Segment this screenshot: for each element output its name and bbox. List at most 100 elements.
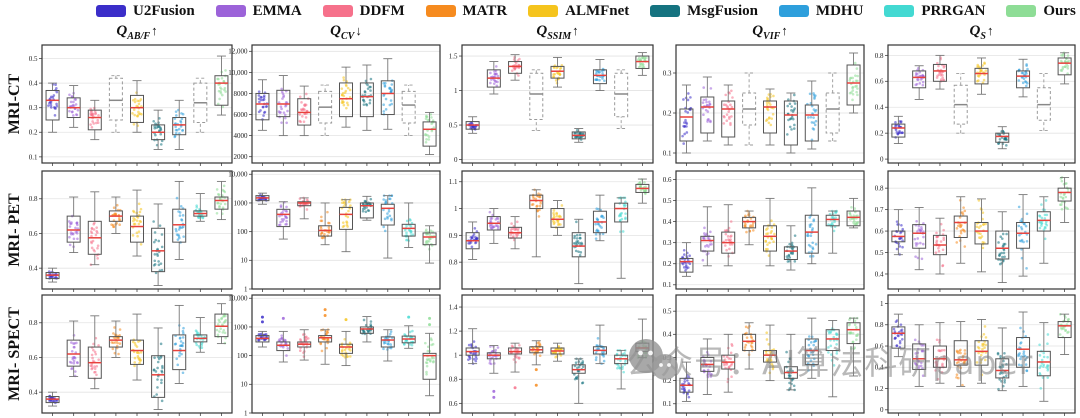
column-title-qvif: QVIF↑	[752, 23, 788, 42]
y-tick-label: 0.6	[875, 342, 884, 350]
y-tick-label: 0.6	[29, 230, 38, 238]
legend-label: MsgFusion	[687, 2, 759, 19]
y-tick-label: 1000	[234, 323, 249, 331]
legend-item-almfnet: ALMFnet	[528, 3, 629, 20]
y-tick-label: 0.1	[663, 149, 672, 157]
y-tick-label: 0.3	[663, 69, 672, 77]
legend-item-msgfusion: MsgFusion	[650, 3, 758, 20]
y-tick-label: 0.4	[663, 331, 672, 339]
legend-item-u2fusion: U2Fusion	[96, 3, 195, 20]
metric-direction-arrow: ↑	[151, 23, 158, 38]
y-tick-label: 0.5	[663, 308, 672, 316]
legend-swatch-msgfusion	[650, 5, 681, 17]
y-tick-label: 10	[241, 257, 249, 265]
y-tick-label: 8000	[234, 90, 249, 98]
y-tick-label: 0	[454, 156, 458, 164]
y-tick-label: 0.2	[29, 129, 38, 137]
y-tick-label: 12,000	[228, 48, 248, 56]
y-tick-label: 1.2	[449, 328, 458, 336]
subplot-mri-spect-qcv: 1 10 100 1000 10,000	[228, 294, 441, 417]
subplot-mri-pet-qabf: 0.4 0.6 0.8	[29, 170, 233, 292]
y-tick-label: 1	[454, 205, 458, 213]
y-tick-label: 0	[880, 406, 884, 414]
y-tick-label: 1	[880, 300, 884, 308]
subplot-mri-spect-qs: 0 0.2 0.4 0.6 0.8 1	[875, 294, 1076, 416]
legend-label: DDFM	[359, 2, 405, 19]
legend: U2Fusion EMMA DDFM MATR ALMFnet MsgFusion MDHU…	[96, 1, 1076, 21]
subplot-mri-ct-qcv: 2000 4000 6000 8000 10,000 12,000	[228, 44, 441, 166]
y-tick-label: 4000	[234, 132, 249, 140]
legend-label: PRRGAN	[921, 2, 986, 19]
y-tick-label: 0.2	[875, 385, 884, 393]
y-tick-label: 0.3	[663, 354, 672, 362]
y-tick-label: 0.8	[875, 185, 884, 193]
subplot-mri-pet-qs: 0.4 0.5 0.6 0.7 0.8	[875, 170, 1076, 292]
y-tick-label: 100	[237, 228, 248, 236]
y-tick-label: 0.6	[875, 227, 884, 235]
y-tick-label: 1.1	[449, 178, 458, 186]
legend-item-emma: EMMA	[215, 2, 302, 20]
y-tick-label: 2000	[234, 153, 249, 161]
y-tick-label: 0.2	[663, 109, 672, 117]
legend-swatch-matr	[425, 5, 456, 17]
subplot-mri-ct-qs: 0 0.2 0.4 0.6 0.8	[875, 44, 1076, 166]
y-tick-label: 0.3	[29, 104, 38, 112]
metric-direction-arrow: ↑	[781, 23, 788, 38]
y-tick-label: 10	[241, 381, 249, 389]
legend-item-mdhu: MDHU	[778, 2, 864, 20]
y-tick-label: 10,000	[228, 295, 248, 303]
y-tick-label: 1	[244, 409, 248, 417]
subplot-mri-ct-qvif: 0.1 0.2 0.3	[663, 44, 865, 166]
y-tick-label: 0.1	[663, 400, 672, 408]
column-title-qssim: QSSIM↑	[536, 23, 579, 42]
y-tick-label: 0.5	[449, 121, 458, 129]
subplot-mri-spect-qabf: 0.4 0.6 0.8	[29, 294, 233, 416]
y-tick-label: 0.1	[663, 281, 672, 289]
y-tick-label: 0.5	[663, 197, 672, 205]
column-title-qabf: QAB/F↑	[116, 23, 158, 42]
y-tick-label: 0.4	[29, 265, 38, 273]
y-tick-label: 0.2	[663, 260, 672, 268]
column-title-qs: QS↑	[969, 23, 994, 42]
subplot-mri-spect-qvif: 0.1 0.2 0.3 0.4 0.5	[663, 294, 865, 416]
legend-swatch-emma	[215, 5, 246, 17]
y-tick-label: 1	[454, 87, 458, 95]
y-tick-label: 1	[454, 352, 458, 360]
legend-label: Ours	[1043, 2, 1076, 19]
y-tick-label: 0.3	[663, 239, 672, 247]
y-tick-label: 0.8	[29, 319, 38, 327]
column-title-qcv: QCV↓	[330, 23, 362, 42]
legend-label: MDHU	[815, 2, 864, 19]
legend-swatch-almfnet	[528, 5, 559, 17]
y-tick-label: 0	[880, 156, 884, 164]
y-tick-label: 0.8	[449, 259, 458, 267]
legend-swatch-ddfm	[322, 5, 353, 17]
y-tick-label: 0.4	[663, 218, 672, 226]
legend-item-ddfm: DDFM	[322, 2, 405, 20]
y-tick-label: 0.8	[449, 376, 458, 384]
y-tick-label: 10,000	[228, 171, 248, 179]
legend-item-ours: Ours	[1006, 3, 1076, 20]
legend-label: MATR	[462, 2, 508, 19]
y-tick-label: 0.4	[875, 364, 884, 372]
subplot-mri-ct-qabf: 0.1 0.2 0.3 0.4 0.5	[29, 44, 233, 166]
y-tick-label: 100	[237, 352, 248, 360]
y-tick-label: 0.4	[875, 270, 884, 278]
y-tick-label: 0.4	[29, 389, 38, 397]
subplot-mri-ct-qssim: 0 0.5 1 1.5	[449, 44, 654, 166]
y-tick-label: 0.4	[875, 104, 884, 112]
y-tick-label: 0.8	[875, 52, 884, 60]
y-tick-label: 0.5	[29, 55, 38, 63]
subplot-mri-pet-qssim: 0.8 0.9 1 1.1	[449, 170, 654, 292]
legend-label: EMMA	[252, 2, 302, 19]
y-tick-label: 0.4	[29, 80, 38, 88]
subplot-mri-pet-qvif: 0.1 0.2 0.3 0.4 0.5 0.6	[663, 170, 865, 292]
legend-label: ALMFnet	[565, 2, 630, 19]
y-tick-label: 0.8	[29, 195, 38, 203]
y-tick-label: 0.6	[663, 176, 672, 184]
y-tick-label: 1	[244, 285, 248, 293]
y-tick-label: 0.6	[449, 400, 458, 408]
legend-swatch-u2fusion	[96, 5, 126, 17]
y-tick-label: 0.5	[875, 249, 884, 257]
